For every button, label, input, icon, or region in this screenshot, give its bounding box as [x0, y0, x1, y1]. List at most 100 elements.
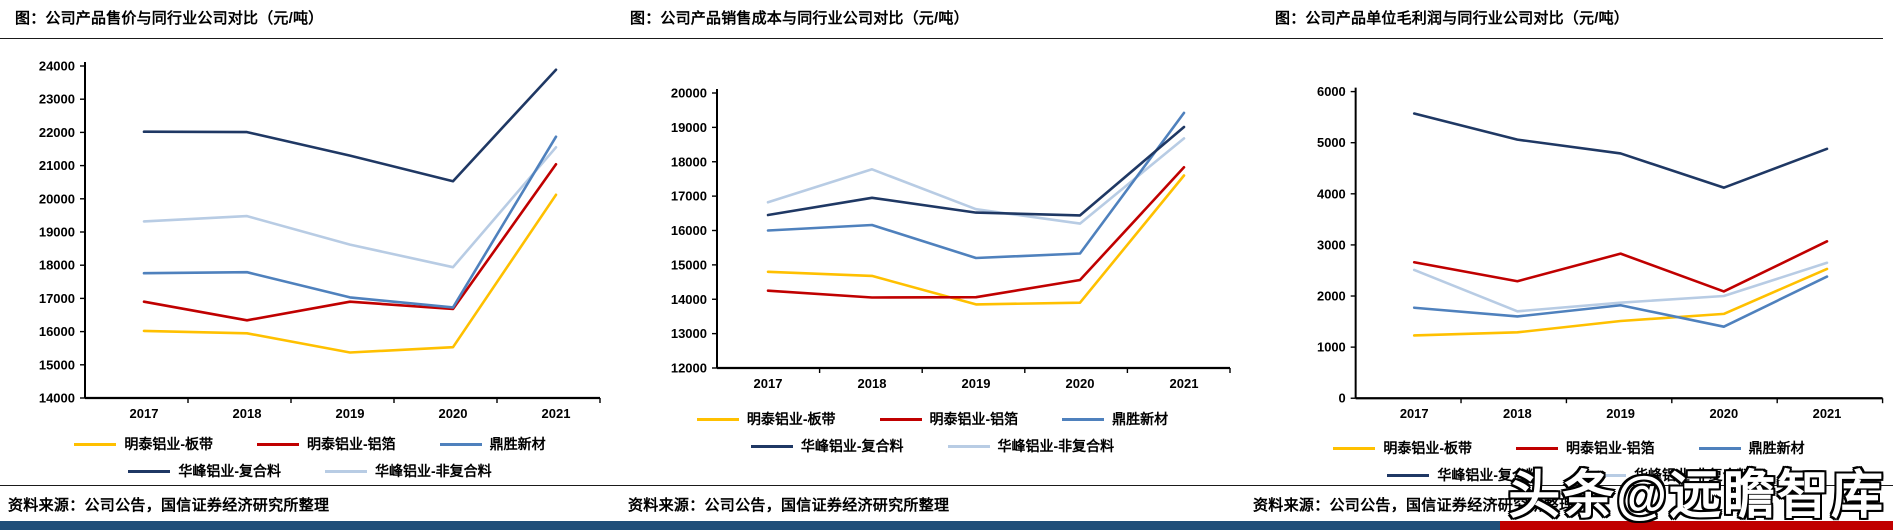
legend-item: 明泰铝业-铝箔 [879, 409, 1018, 429]
y-tick-label: 19000 [39, 225, 75, 240]
legend-row: 华峰铝业-复合料 华峰铝业-非复合料 [750, 436, 1115, 456]
series-line-明泰铝业-板带 [1412, 267, 1829, 337]
legend-label: 华峰铝业-复合料 [800, 438, 904, 454]
y-tick-label: 15000 [39, 357, 75, 372]
legend-swatch [74, 442, 117, 446]
legend-label: 华峰铝业-非复合料 [1634, 467, 1751, 483]
series-line-华峰铝业-非复合料 [766, 137, 1186, 225]
legend-row: 明泰铝业-板带 明泰铝业-铝箔 鼎胜新材 [696, 409, 1168, 429]
legend-row: 明泰铝业-板带 明泰铝业-铝箔 鼎胜新材 [74, 434, 546, 454]
legend-swatch [1062, 417, 1105, 421]
x-tick-label: 2019 [962, 376, 991, 391]
chart-legend: 明泰铝业-板带 明泰铝业-铝箔 鼎胜新材华峰铝业-复合料 华峰铝业-非复合料 [620, 409, 1245, 456]
x-tick-label: 2019 [336, 406, 365, 421]
y-tick-label: 22000 [39, 125, 75, 140]
legend-item: 华峰铝业-复合料 [128, 461, 281, 481]
legend-item: 鼎胜新材 [1062, 409, 1168, 429]
legend-swatch [128, 469, 171, 473]
series-line-明泰铝业-铝箔 [1412, 240, 1829, 293]
y-tick-label: 24000 [39, 59, 75, 74]
legend-item: 鼎胜新材 [1698, 438, 1805, 458]
chart-section-cost: 图：公司产品销售成本与同行业公司对比（元/吨） 12000 13000 14000 1… [620, 0, 1245, 521]
legend-label: 明泰铝业-板带 [746, 411, 836, 427]
y-tick-label: 4000 [1317, 186, 1346, 201]
x-tick-label: 2021 [542, 406, 571, 421]
series-line-华峰铝业-复合料 [1412, 112, 1829, 189]
legend-item: 明泰铝业-板带 [696, 409, 836, 429]
legend-row: 华峰铝业-复合料 华峰铝业-非复合料 [128, 461, 492, 481]
spacer [620, 456, 1245, 485]
line-chart-canvas: 14000 15000 16000 17000 18000 19000 20000 21000… [39, 59, 601, 421]
y-tick-label: 23000 [39, 92, 75, 107]
legend-swatch [1698, 446, 1741, 450]
legend-swatch [696, 417, 739, 421]
legend-label: 华峰铝业-非复合料 [375, 463, 492, 479]
series-line-华峰铝业-非复合料 [1412, 261, 1829, 313]
legend-swatch [947, 444, 990, 448]
y-tick-label: 21000 [39, 158, 75, 173]
x-tick-label: 2017 [1400, 406, 1429, 421]
legend-item: 鼎胜新材 [439, 434, 546, 454]
y-tick-label: 18000 [39, 258, 75, 273]
legend-label: 鼎胜新材 [1748, 440, 1805, 456]
chart-section-gross-profit: 图：公司产品单位毛利润与同行业公司对比（元/吨） 0 1000 2000 3000 40… [1245, 0, 1893, 521]
legend-label: 明泰铝业-铝箔 [1566, 440, 1655, 456]
y-tick-label: 6000 [1317, 84, 1346, 99]
x-tick-label: 2020 [439, 406, 468, 421]
x-tick-label: 2017 [754, 376, 783, 391]
legend-swatch [439, 442, 482, 446]
legend-item: 华峰铝业-非复合料 [1584, 465, 1751, 485]
source-note: 资料来源：公司公告，国信证券经济研究所整理 [620, 485, 1245, 521]
watermark: 头条@远瞻智库 [1508, 467, 1885, 525]
y-tick-label: 19000 [671, 120, 707, 135]
legend-item: 华峰铝业-非复合料 [325, 461, 492, 481]
series-line-明泰铝业-铝箔 [142, 163, 558, 322]
series-line-明泰铝业-板带 [142, 193, 558, 354]
series-line-华峰铝业-非复合料 [142, 146, 558, 269]
x-tick-label: 2021 [1170, 376, 1199, 391]
legend-swatch [1333, 446, 1376, 450]
legend-label: 鼎胜新材 [489, 436, 546, 452]
legend-label: 明泰铝业-板带 [124, 436, 213, 452]
legend-label: 华峰铝业-复合料 [1437, 467, 1540, 483]
legend-label: 鼎胜新材 [1112, 411, 1169, 427]
chart-title: 图：公司产品售价与同行业公司对比（元/吨） [0, 0, 620, 39]
legend-swatch [325, 469, 367, 473]
series-line-华峰铝业-复合料 [766, 125, 1186, 217]
x-tick-label: 2017 [130, 406, 159, 421]
legend-label: 明泰铝业-铝箔 [307, 436, 396, 452]
legend-swatch [1387, 473, 1430, 477]
y-tick-label: 17000 [671, 189, 707, 204]
x-tick-label: 2020 [1066, 376, 1095, 391]
chart-section-price: 图：公司产品售价与同行业公司对比（元/吨） 14000 15000 16000 170… [0, 0, 620, 521]
y-tick-label: 12000 [671, 361, 707, 376]
x-tick-label: 2018 [1503, 406, 1532, 421]
legend-item: 明泰铝业-板带 [1333, 438, 1472, 458]
x-tick-label: 2018 [858, 376, 887, 391]
footer-bar-blue [0, 521, 1500, 530]
legend-swatch [750, 444, 793, 448]
x-tick-label: 2021 [1813, 406, 1842, 421]
y-tick-label: 0 [1339, 391, 1346, 406]
series-line-鼎胜新材 [142, 135, 558, 309]
y-tick-label: 3000 [1317, 237, 1346, 252]
source-note: 资料来源：公司公告，国信证券经济研究所整理 [0, 485, 620, 521]
footer-bar-red [1500, 521, 1893, 530]
legend-swatch [257, 442, 299, 446]
legend-item: 华峰铝业-复合料 [1387, 465, 1540, 485]
legend-label: 华峰铝业-非复合料 [997, 438, 1115, 454]
chart-title: 图：公司产品销售成本与同行业公司对比（元/吨） [620, 0, 1245, 39]
y-tick-label: 20000 [39, 191, 75, 206]
legend-row: 明泰铝业-板带 明泰铝业-铝箔 鼎胜新材 [1333, 438, 1805, 458]
y-tick-label: 1000 [1317, 340, 1346, 355]
y-tick-label: 20000 [671, 86, 707, 101]
y-tick-label: 15000 [671, 257, 707, 272]
legend-label: 明泰铝业-板带 [1383, 440, 1472, 456]
y-tick-label: 14000 [671, 292, 707, 307]
legend-row: 华峰铝业-复合料 华峰铝业-非复合料 [1387, 465, 1751, 485]
legend-item: 华峰铝业-非复合料 [947, 436, 1115, 456]
y-tick-label: 18000 [671, 154, 707, 169]
legend-item: 明泰铝业-板带 [74, 434, 213, 454]
x-tick-label: 2018 [233, 406, 262, 421]
